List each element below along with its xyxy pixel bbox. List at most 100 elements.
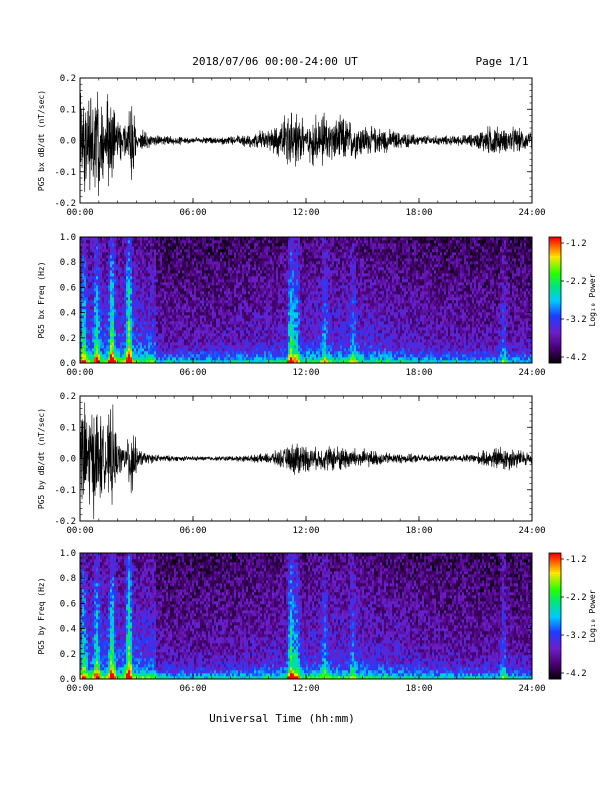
spectrogram-cell [218, 276, 221, 280]
spectrogram-cell [260, 336, 263, 340]
spectrogram-cell [252, 342, 255, 346]
spectrogram-cell [294, 306, 297, 310]
spectrogram-cell [300, 261, 303, 265]
spectrogram-cell [116, 237, 119, 241]
spectrogram-cell [120, 324, 123, 328]
spectrogram-cell [176, 243, 179, 247]
spectrogram-cell [286, 285, 289, 289]
spectrogram-cell [272, 348, 275, 352]
spectrogram-cell [246, 276, 249, 280]
spectrogram-cell [216, 267, 219, 271]
spectrogram-cell [114, 240, 117, 244]
spectrogram-cell [112, 291, 115, 295]
spectrogram-cell [192, 288, 195, 292]
spectrogram-cell [238, 288, 241, 292]
spectrogram-cell [144, 300, 147, 304]
spectrogram-cell [176, 255, 179, 259]
spectrogram-cell [236, 303, 239, 307]
spectrogram-cell [176, 249, 179, 253]
spectrogram-cell [172, 300, 175, 304]
spectrogram-cell [98, 294, 101, 298]
spectrogram-cell [302, 357, 305, 361]
spectrogram-cell [152, 330, 155, 334]
spectrogram-cell [122, 312, 125, 316]
spectrogram-cell [86, 309, 89, 313]
spectrogram-cell [278, 324, 281, 328]
spectrogram-cell [306, 282, 309, 286]
spectrogram-cell [146, 354, 149, 358]
spectrogram-cell [106, 258, 109, 262]
spectrogram [80, 237, 532, 363]
spectrogram-cell [294, 285, 297, 289]
spectrogram-cell [222, 342, 225, 346]
spectrogram-cell [210, 243, 213, 247]
spectrogram-cell [126, 282, 129, 286]
spectrogram-cell [240, 360, 243, 363]
spectrogram-cell [214, 345, 217, 349]
spectrogram-cell [254, 330, 257, 334]
spectrogram-cell [220, 264, 223, 268]
spectrogram-cell [216, 255, 219, 259]
spectrogram-cell [222, 273, 225, 277]
spectrogram-cell [292, 273, 295, 277]
spectrogram-cell [298, 336, 301, 340]
spectrogram-cell [114, 321, 117, 325]
spectrogram-cell [256, 270, 259, 274]
spectrogram-cell [248, 273, 251, 277]
spectrogram-cell [190, 324, 193, 328]
spectrogram-cell [292, 294, 295, 298]
spectrogram-cell [138, 321, 141, 325]
spectrogram-cell [220, 252, 223, 256]
spectrogram-cell [274, 261, 277, 265]
spectrogram-cell [310, 321, 313, 325]
spectrogram-cell [214, 300, 217, 304]
spectrogram-cell [172, 243, 175, 247]
spectrogram-cell [92, 276, 95, 280]
spectrogram-cell [104, 261, 107, 265]
spectrogram-cell [278, 309, 281, 313]
spectrogram-cell [240, 342, 243, 346]
spectrogram-cell [186, 246, 189, 250]
spectrogram-cell [80, 297, 83, 301]
spectrogram-cell [138, 270, 141, 274]
spectrogram-cell [184, 294, 187, 298]
spectrogram-cell [310, 339, 313, 343]
spectrogram-cell [142, 255, 145, 259]
spectrogram-cell [96, 351, 99, 355]
spectrogram-cell [200, 336, 203, 340]
spectrogram-cell [166, 321, 169, 325]
spectrogram-cell [300, 267, 303, 271]
spectrogram-cell [292, 330, 295, 334]
spectrogram-cell [92, 345, 95, 349]
spectrogram-cell [200, 300, 203, 304]
spectrogram-cell [220, 333, 223, 337]
spectrogram-cell [248, 279, 251, 283]
spectrogram-cell [134, 279, 137, 283]
spectrogram-cell [216, 351, 219, 355]
spectrogram-cell [304, 315, 307, 319]
spectrogram-cell [196, 321, 199, 325]
spectrogram-cell [136, 336, 139, 340]
spectrogram-cell [172, 303, 175, 307]
spectrogram-cell [272, 261, 275, 265]
spectrogram-cell [196, 327, 199, 331]
spectrogram-cell [122, 294, 125, 298]
spectrogram-cell [122, 357, 125, 361]
spectrogram-cell [120, 267, 123, 271]
spectrogram-cell [246, 309, 249, 313]
spectrogram-cell [122, 297, 125, 301]
spectrogram-cell [230, 309, 233, 313]
spectrogram-cell [114, 360, 117, 363]
spectrogram-cell [96, 264, 99, 268]
spectrogram-cell [80, 324, 83, 328]
spectrogram-cell [186, 309, 189, 313]
spectrogram-cell [254, 309, 257, 313]
spectrogram-cell [122, 345, 125, 349]
spectrogram-cell [102, 360, 105, 363]
spectrogram-cell [210, 357, 213, 361]
spectrogram-cell [250, 279, 253, 283]
spectrogram-cell [82, 351, 85, 355]
spectrogram-cell [144, 306, 147, 310]
spectrogram-cell [82, 294, 85, 298]
spectrogram-cell [138, 333, 141, 337]
